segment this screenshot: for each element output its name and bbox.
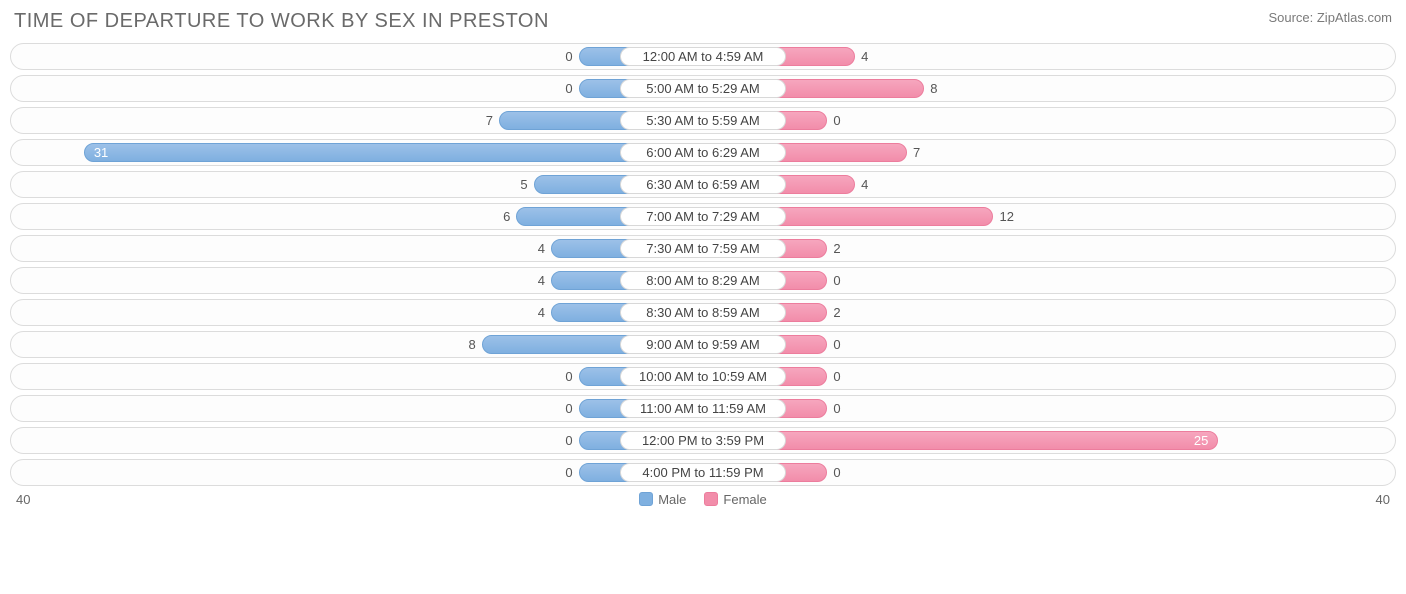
chart-row: 0 8 5:00 AM to 5:29 AM <box>10 75 1396 102</box>
category-label: 11:00 AM to 11:59 AM <box>620 399 786 418</box>
female-value: 0 <box>827 460 846 485</box>
male-value: 4 <box>532 268 551 293</box>
chart-rows: 0 4 12:00 AM to 4:59 AM 0 8 5:00 AM to 5:29 A… <box>6 43 1400 486</box>
chart-row: 0 4 12:00 AM to 4:59 AM <box>10 43 1396 70</box>
chart-row: 4 2 8:30 AM to 8:59 AM <box>10 299 1396 326</box>
category-label: 6:00 AM to 6:29 AM <box>620 143 786 162</box>
legend-female-label: Female <box>723 492 766 507</box>
chart-row: 8 0 9:00 AM to 9:59 AM <box>10 331 1396 358</box>
female-value: 2 <box>827 236 846 261</box>
category-label: 8:30 AM to 8:59 AM <box>620 303 786 322</box>
female-value: 0 <box>827 268 846 293</box>
chart-row: 0 25 12:00 PM to 3:59 PM <box>10 427 1396 454</box>
category-label: 7:00 AM to 7:29 AM <box>620 207 786 226</box>
female-value: 4 <box>855 172 874 197</box>
legend-male: Male <box>639 492 686 507</box>
category-label: 5:00 AM to 5:29 AM <box>620 79 786 98</box>
legend-male-label: Male <box>658 492 686 507</box>
chart-container: TIME OF DEPARTURE TO WORK BY SEX IN PRES… <box>0 0 1406 515</box>
female-swatch-icon <box>704 492 718 506</box>
female-value: 12 <box>993 204 1019 229</box>
female-value: 0 <box>827 332 846 357</box>
male-value: 7 <box>480 108 499 133</box>
category-label: 8:00 AM to 8:29 AM <box>620 271 786 290</box>
category-label: 6:30 AM to 6:59 AM <box>620 175 786 194</box>
male-value: 0 <box>559 76 578 101</box>
male-bar <box>84 143 703 162</box>
chart-row: 4 0 8:00 AM to 8:29 AM <box>10 267 1396 294</box>
female-value: 2 <box>827 300 846 325</box>
female-value: 25 <box>1188 428 1218 453</box>
axis-right-max: 40 <box>1376 492 1390 507</box>
chart-source: Source: ZipAtlas.com <box>1268 10 1392 25</box>
category-label: 12:00 PM to 3:59 PM <box>620 431 786 450</box>
axis-left-max: 40 <box>16 492 30 507</box>
male-swatch-icon <box>639 492 653 506</box>
chart-row: 5 4 6:30 AM to 6:59 AM <box>10 171 1396 198</box>
chart-row: 7 0 5:30 AM to 5:59 AM <box>10 107 1396 134</box>
chart-title: TIME OF DEPARTURE TO WORK BY SEX IN PRES… <box>14 10 549 33</box>
chart-row: 0 0 10:00 AM to 10:59 AM <box>10 363 1396 390</box>
chart-footer: 40 Male Female 40 <box>6 486 1400 509</box>
legend-female: Female <box>704 492 766 507</box>
male-value: 31 <box>84 140 114 165</box>
legend: Male Female <box>639 492 767 507</box>
male-value: 6 <box>497 204 516 229</box>
female-value: 0 <box>827 396 846 421</box>
male-value: 0 <box>559 396 578 421</box>
male-value: 0 <box>559 460 578 485</box>
male-value: 4 <box>532 236 551 261</box>
category-label: 5:30 AM to 5:59 AM <box>620 111 786 130</box>
category-label: 9:00 AM to 9:59 AM <box>620 335 786 354</box>
category-label: 4:00 PM to 11:59 PM <box>620 463 786 482</box>
category-label: 7:30 AM to 7:59 AM <box>620 239 786 258</box>
male-value: 4 <box>532 300 551 325</box>
chart-row: 31 7 6:00 AM to 6:29 AM <box>10 139 1396 166</box>
female-value: 4 <box>855 44 874 69</box>
chart-header: TIME OF DEPARTURE TO WORK BY SEX IN PRES… <box>6 10 1400 43</box>
chart-row: 0 0 4:00 PM to 11:59 PM <box>10 459 1396 486</box>
female-value: 8 <box>924 76 943 101</box>
male-value: 0 <box>559 44 578 69</box>
male-value: 0 <box>559 428 578 453</box>
chart-row: 0 0 11:00 AM to 11:59 AM <box>10 395 1396 422</box>
chart-row: 4 2 7:30 AM to 7:59 AM <box>10 235 1396 262</box>
male-value: 8 <box>463 332 482 357</box>
male-value: 0 <box>559 364 578 389</box>
category-label: 10:00 AM to 10:59 AM <box>620 367 786 386</box>
male-value: 5 <box>514 172 533 197</box>
female-value: 0 <box>827 108 846 133</box>
female-value: 0 <box>827 364 846 389</box>
female-value: 7 <box>907 140 926 165</box>
chart-row: 6 12 7:00 AM to 7:29 AM <box>10 203 1396 230</box>
category-label: 12:00 AM to 4:59 AM <box>620 47 786 66</box>
